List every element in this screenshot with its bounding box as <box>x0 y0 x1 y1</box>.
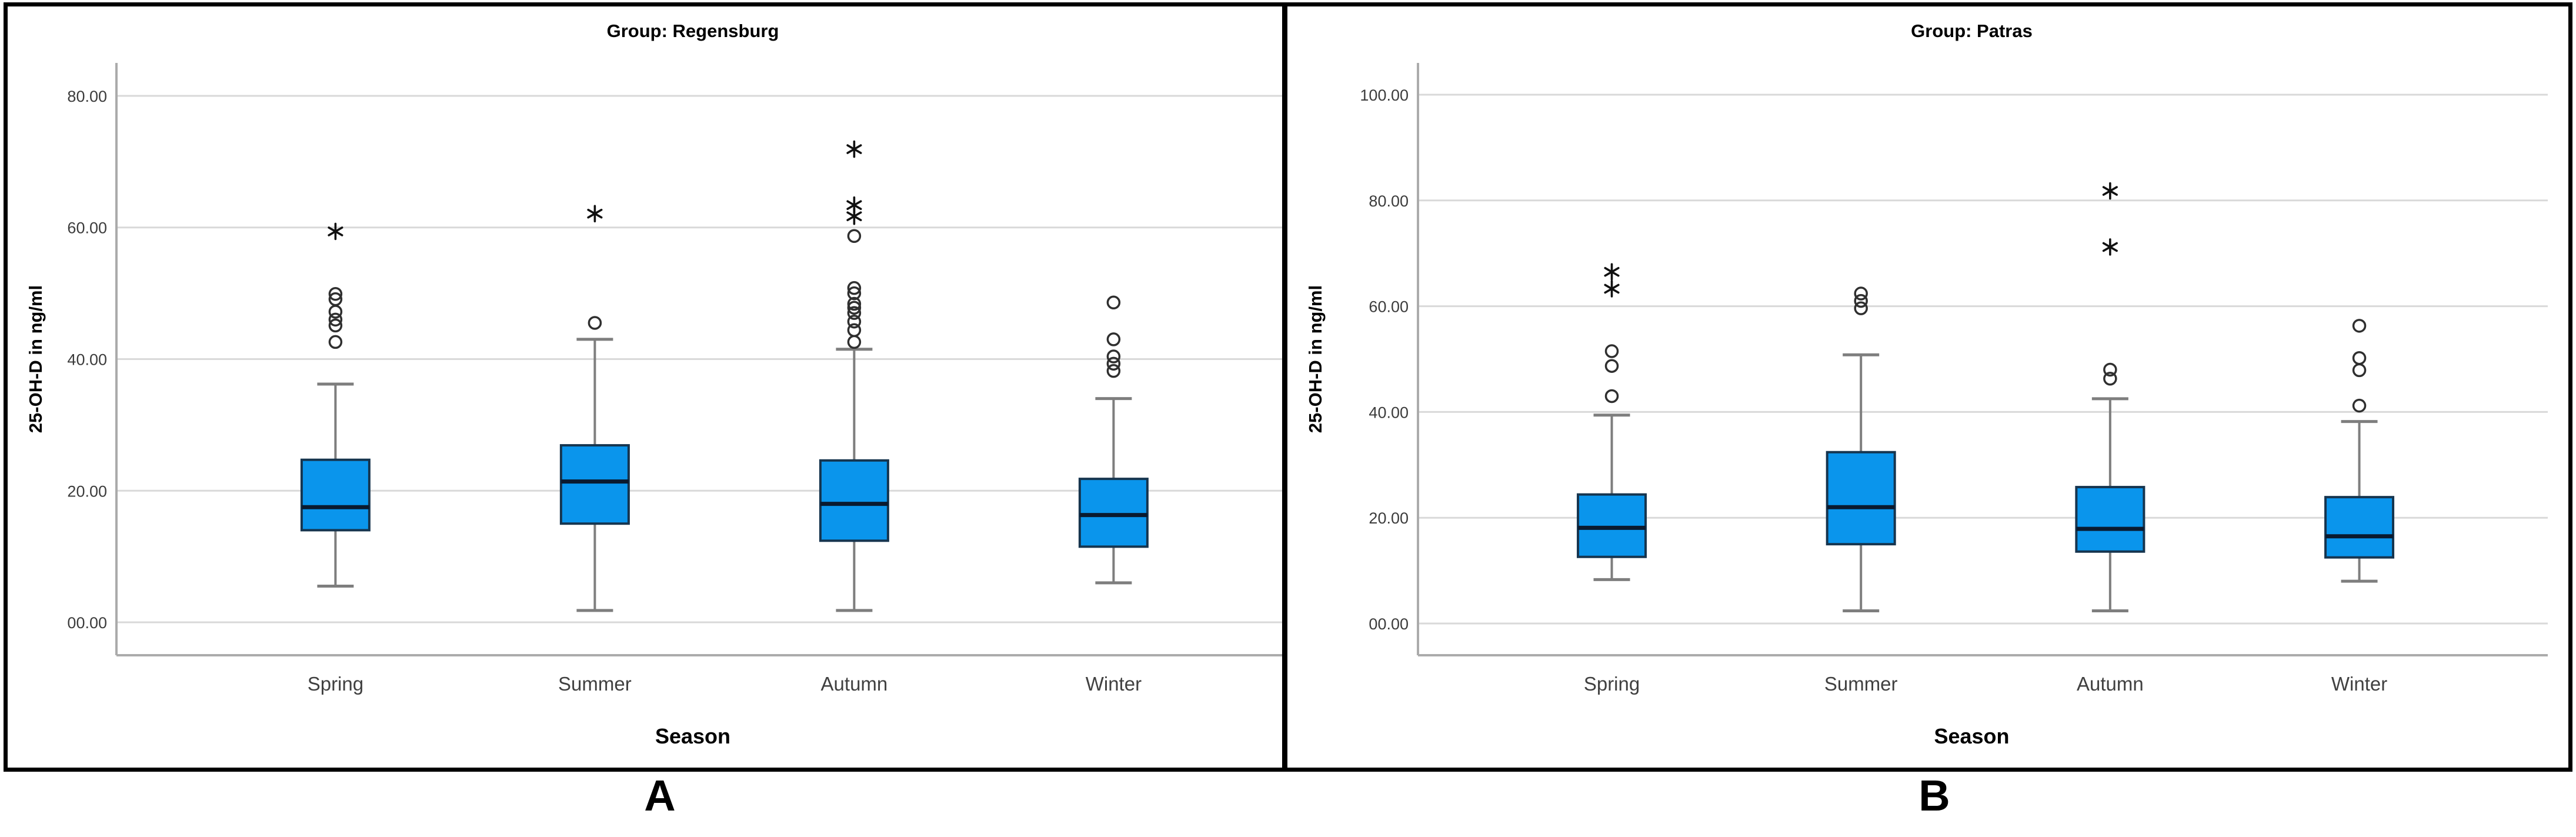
outlier-circle <box>2352 319 2367 333</box>
y-axis-title: 25-OH-D in ng/ml <box>1305 285 1326 433</box>
outlier-circle <box>1106 364 1121 378</box>
extreme-ray <box>1604 266 1620 277</box>
outlier-circle <box>1604 389 1619 404</box>
extreme-star <box>587 205 603 223</box>
outlier-circle <box>847 301 862 315</box>
y-tick-label: 60.00 <box>1369 298 1409 316</box>
extreme-star <box>1604 280 1620 298</box>
box-group-summer <box>1826 286 1896 612</box>
panel-a-chart: Group: Regensburg 25-OH-D in ng/ml 00.00 20… <box>25 21 1282 748</box>
extreme-star <box>846 196 862 214</box>
outlier-circle <box>1604 344 1619 358</box>
panel-divider <box>1282 2 1287 768</box>
figure-frame <box>4 2 2572 772</box>
y-tick-label: 40.00 <box>67 351 107 369</box>
outlier-circle <box>847 323 862 338</box>
x-category-label: Winter <box>1086 673 1142 695</box>
iqr-box <box>559 444 630 525</box>
x-category-label: Summer <box>1824 673 1898 695</box>
outlier-circle <box>2103 362 2117 377</box>
extreme-star <box>2102 182 2118 200</box>
y-tick-label: 60.00 <box>67 219 107 237</box>
outlier-circle <box>2352 398 2367 413</box>
outlier-circle <box>847 229 862 244</box>
outlier-circle <box>1106 295 1121 310</box>
iqr-box <box>1577 493 1647 558</box>
x-category-label: Spring <box>1584 673 1640 695</box>
outlier-circle <box>847 296 862 311</box>
outlier-circle <box>328 318 343 333</box>
outlier-circle <box>1106 356 1121 371</box>
outlier-circle <box>847 306 862 320</box>
outlier-circle <box>1854 301 1868 315</box>
extreme-star <box>2102 238 2118 256</box>
outlier-circle <box>1106 349 1121 364</box>
y-tick-label: 00.00 <box>67 614 107 632</box>
y-tick-label: 00.00 <box>1369 615 1409 633</box>
outlier-circle <box>2103 372 2117 386</box>
y-tick-label: 40.00 <box>1369 404 1409 421</box>
iqr-box <box>1826 451 1896 546</box>
extreme-star <box>1604 263 1620 281</box>
extreme-ray <box>846 144 862 154</box>
outlier-circle <box>2352 351 2367 365</box>
y-tick-label: 20.00 <box>1369 509 1409 527</box>
outlier-circle <box>1106 332 1121 346</box>
iqr-box <box>2324 496 2395 559</box>
outlier-circle <box>328 292 343 306</box>
panel-b-label: B <box>1918 771 1950 820</box>
y-axis-title: 25-OH-D in ng/ml <box>25 285 46 433</box>
iqr-box <box>2075 486 2145 553</box>
outlier-circle <box>847 281 862 295</box>
extreme-ray <box>2102 186 2118 196</box>
panel-title: Group: Regensburg <box>607 21 779 41</box>
outlier-circle <box>588 316 602 330</box>
x-category-label: Autumn <box>821 673 888 695</box>
box-group-winter <box>2324 319 2395 583</box>
panel-title: Group: Patras <box>1911 21 2033 41</box>
iqr-box <box>1078 478 1149 548</box>
outlier-circle <box>2352 363 2367 378</box>
x-category-label: Summer <box>558 673 632 695</box>
outlier-circle <box>328 305 343 319</box>
outlier-circle <box>328 312 343 327</box>
outlier-circle <box>847 286 862 301</box>
x-axis-title: Season <box>655 724 730 748</box>
box-group-summer <box>559 316 630 612</box>
extreme-ray <box>846 211 862 222</box>
extreme-ray <box>2102 242 2118 252</box>
box-group-spring <box>300 286 371 588</box>
panel-a-label: A <box>644 771 676 820</box>
outlier-circle <box>847 335 862 349</box>
x-category-label: Winter <box>2331 673 2387 695</box>
iqr-box <box>300 458 371 532</box>
extreme-star <box>328 222 343 241</box>
y-tick-label: 20.00 <box>67 482 107 500</box>
box-group-autumn <box>819 229 889 612</box>
outlier-circle <box>1854 286 1868 301</box>
outlier-circle <box>1854 294 1868 308</box>
box-group-autumn <box>2075 362 2145 612</box>
x-axis-title: Season <box>1934 724 2009 748</box>
box-group-winter <box>1078 295 1149 585</box>
extreme-star <box>846 140 862 158</box>
extreme-ray <box>846 200 862 210</box>
box-group-spring <box>1577 344 1647 581</box>
x-category-label: Autumn <box>2077 673 2144 695</box>
y-tick-label: 80.00 <box>67 88 107 105</box>
x-category-label: Spring <box>308 673 363 695</box>
extreme-ray <box>328 226 343 236</box>
y-tick-label: 80.00 <box>1369 192 1409 210</box>
outlier-circle <box>328 286 343 301</box>
outlier-circle <box>328 335 343 349</box>
extreme-ray <box>587 208 603 219</box>
outlier-circle <box>1604 359 1619 373</box>
outlier-circle <box>847 314 862 329</box>
iqr-box <box>819 459 889 542</box>
panel-b-chart: Group: Patras 25-OH-D in ng/ml 00.00 20.00 4… <box>1305 21 2548 748</box>
extreme-ray <box>1604 284 1620 294</box>
y-tick-label: 100.00 <box>1360 86 1409 104</box>
